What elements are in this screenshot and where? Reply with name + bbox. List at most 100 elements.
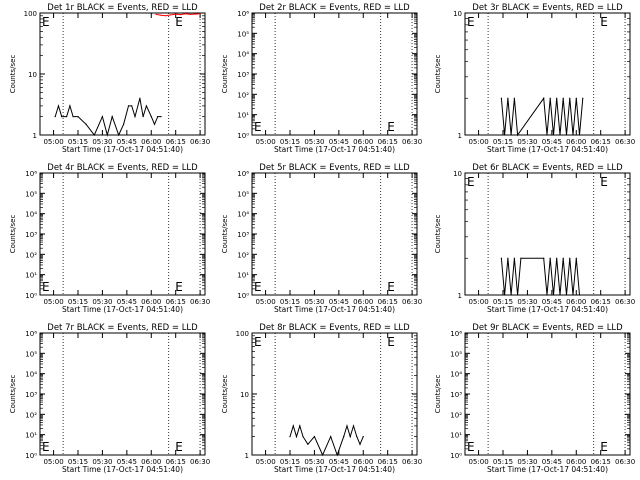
data-point <box>77 116 79 118</box>
panel-det-2: Det 2r BLACK = Events, RED = LLD 10⁰ 10¹ 10… <box>221 3 422 154</box>
data-point <box>343 436 345 438</box>
x-tick-label: 05:00 <box>468 138 488 146</box>
y-tick-label: 10⁴ <box>237 211 249 219</box>
event-marker: E <box>600 440 608 454</box>
data-point <box>189 13 191 15</box>
data-point <box>142 116 144 118</box>
event-marker: E <box>254 280 262 294</box>
y-tick-label: 10³ <box>450 391 462 399</box>
data-point <box>313 436 316 438</box>
x-axis-label: Start Time (17-Oct-17 04:51:40) <box>274 305 395 314</box>
panel-det-5: Det 5r BLACK = Events, RED = LLD 10⁰ 10¹ 10… <box>221 163 422 314</box>
data-point <box>565 134 568 136</box>
y-tick-label: 10² <box>450 411 462 419</box>
x-tick-label: 06:15 <box>166 138 186 146</box>
x-tick-label: 06:30 <box>402 298 422 306</box>
x-tick-label: 06:15 <box>166 458 186 466</box>
data-point <box>565 294 568 296</box>
y-tick-label: 10⁰ <box>237 292 249 300</box>
panel-det-4: Det 4r BLACK = Events, RED = LLD 10⁰ 10¹ 10… <box>9 163 210 314</box>
y-tick-label: 10¹ <box>237 272 249 280</box>
data-point <box>289 436 291 438</box>
data-point <box>504 134 506 136</box>
data-point <box>65 116 68 118</box>
data-point <box>546 134 548 136</box>
x-tick-label: 05:45 <box>542 138 562 146</box>
data-point <box>520 257 522 259</box>
panel-title: Det 7r BLACK = Events, RED = LLD <box>47 323 198 333</box>
y-axis-label: Counts/sec <box>9 215 17 254</box>
event-marker: E <box>254 120 262 134</box>
data-point <box>517 134 519 136</box>
plot-frame <box>39 332 206 456</box>
x-tick-label: 05:45 <box>542 458 562 466</box>
data-point <box>507 257 509 259</box>
x-tick-label: 05:00 <box>255 298 275 306</box>
event-marker: E <box>600 15 608 29</box>
x-tick-label: 06:00 <box>566 458 586 466</box>
event-marker: E <box>175 15 183 29</box>
data-point <box>295 436 298 438</box>
x-tick-label: 05:15 <box>493 458 513 466</box>
y-axis-label: Counts/sec <box>221 215 229 254</box>
x-tick-label: 05:00 <box>468 458 488 466</box>
x-tick-label: 05:15 <box>68 298 88 306</box>
data-point <box>572 134 574 136</box>
data-point <box>500 257 502 259</box>
y-tick-label: 10² <box>25 251 37 259</box>
x-tick-label: 06:00 <box>141 298 161 306</box>
y-tick-label: 10 <box>28 71 37 79</box>
event-marker: E <box>387 280 395 294</box>
y-tick-label: 10¹ <box>450 432 462 440</box>
data-point <box>194 13 196 15</box>
x-tick-label: 06:30 <box>190 298 210 306</box>
data-point <box>356 436 358 438</box>
panel-title: Det 3r BLACK = Events, RED = LLD <box>472 3 623 13</box>
data-point <box>165 15 167 17</box>
x-tick-label: 05:45 <box>329 298 349 306</box>
x-tick-label: 05:15 <box>280 138 300 146</box>
plot-frame <box>251 172 418 296</box>
x-tick-label: 06:15 <box>378 138 398 146</box>
y-tick-label: 100 <box>24 10 37 18</box>
data-point <box>199 13 201 15</box>
x-tick-label: 06:30 <box>402 138 422 146</box>
data-point <box>157 116 159 118</box>
data-point <box>85 123 87 125</box>
data-point <box>556 97 558 99</box>
data-point <box>578 294 581 296</box>
x-tick-label: 05:00 <box>43 138 63 146</box>
x-tick-label: 06:15 <box>591 298 611 306</box>
data-point <box>330 436 332 438</box>
event-marker: E <box>42 280 50 294</box>
data-point <box>307 443 309 445</box>
x-tick-label: 06:00 <box>566 298 586 306</box>
data-point <box>346 425 348 427</box>
panel-title: Det 9r BLACK = Events, RED = LLD <box>472 323 623 333</box>
x-tick-label: 05:15 <box>68 138 88 146</box>
y-tick-label: 10 <box>453 170 462 178</box>
data-point <box>349 436 351 438</box>
x-tick-label: 05:45 <box>117 458 137 466</box>
y-tick-label: 10² <box>25 411 37 419</box>
y-tick-label: 10⁵ <box>25 350 37 358</box>
data-point <box>155 13 157 15</box>
x-tick-label: 05:30 <box>92 138 112 146</box>
data-point <box>184 13 187 15</box>
x-tick-label: 06:00 <box>141 458 161 466</box>
y-axis-label: Counts/sec <box>9 55 17 94</box>
x-tick-label: 05:30 <box>517 298 537 306</box>
y-tick-label: 10⁶ <box>237 10 249 18</box>
x-tick-label: 05:00 <box>43 298 63 306</box>
data-point <box>111 116 113 118</box>
event-marker: E <box>175 280 183 294</box>
x-tick-label: 05:30 <box>517 458 537 466</box>
panel-det-3: Det 3r BLACK = Events, RED = LLD 1 10 05:00… <box>434 3 635 154</box>
y-tick-label: 10⁴ <box>25 371 37 379</box>
data-point <box>170 14 172 16</box>
y-tick-label: 100 <box>236 330 249 338</box>
y-tick-label: 10⁶ <box>25 170 37 178</box>
y-tick-label: 10 <box>453 10 462 18</box>
y-tick-label: 10³ <box>237 231 249 239</box>
data-point <box>513 97 515 99</box>
